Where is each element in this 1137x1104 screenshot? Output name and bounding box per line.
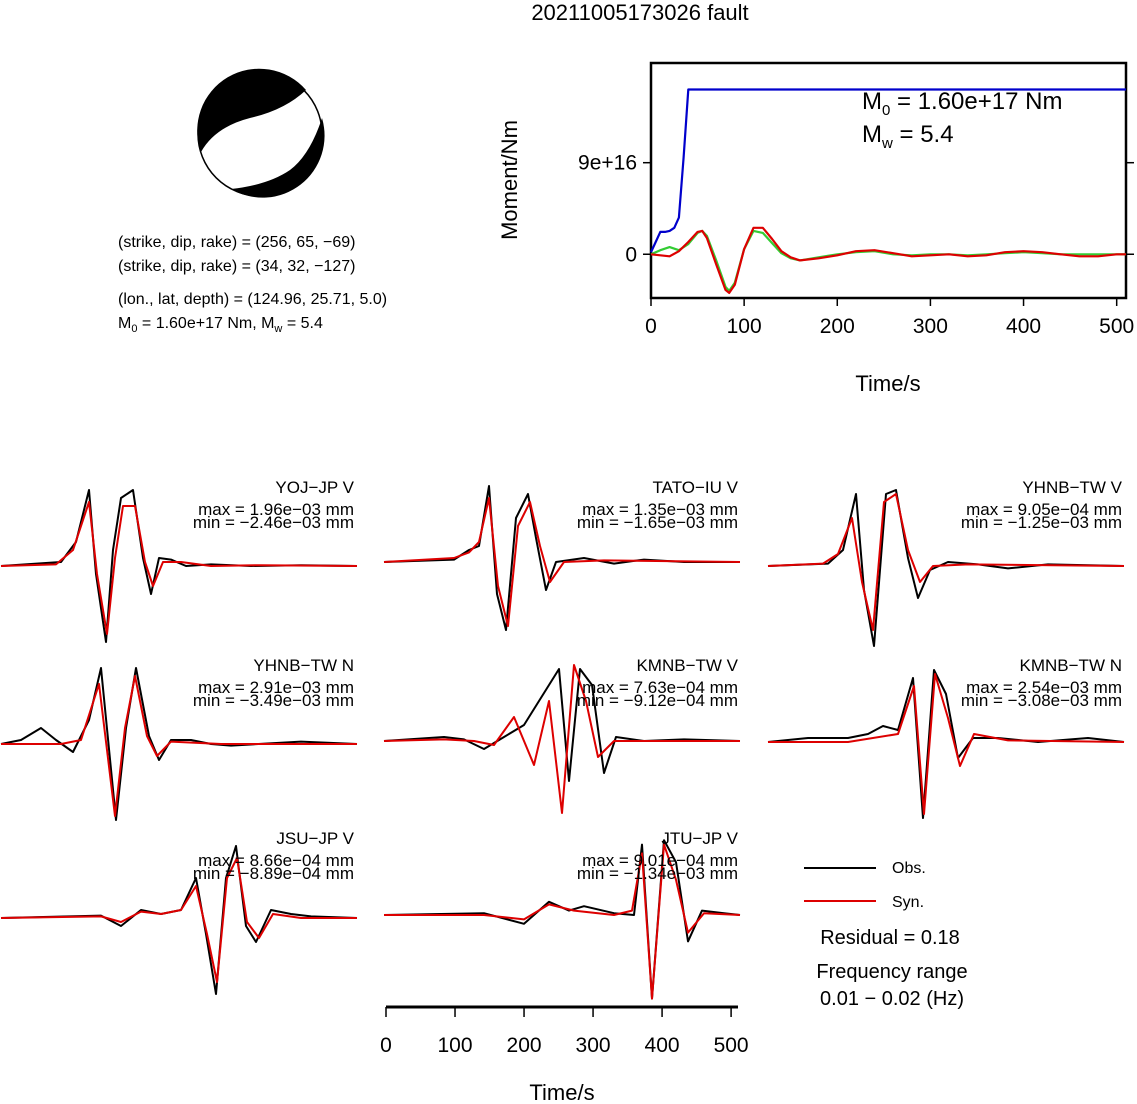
observed-waveform (383, 668, 741, 782)
station-label: KMNB−TW V (636, 656, 738, 675)
station-min: min = −1.25e−03 mm (961, 513, 1122, 532)
focal-mechanism-beachball (197, 68, 325, 198)
station-min: min = −1.65e−03 mm (577, 513, 738, 532)
station-min: min = −3.08e−03 mm (961, 691, 1122, 710)
nodal-plane-1: (strike, dip, rake) = (256, 65, −69) (118, 234, 355, 251)
moment-series-cumulative (650, 88, 1126, 253)
moment-m0-annotation: M0 = 1.60e+17 Nm (862, 88, 1062, 119)
moment-x-tick-label-0: 0 (645, 315, 657, 338)
moment-plot-area (650, 88, 1126, 294)
moment-axes: 0 100 200 300 400 500 0 9e+16 (578, 152, 1134, 338)
moment-x-tick-label-200: 200 (820, 315, 855, 338)
synthetic-waveform (768, 673, 1125, 815)
station-min: min = −1.34e−03 mm (577, 864, 738, 883)
station-max: max = 1.96e−03 mm (198, 500, 354, 519)
station-min: min = −9.12e−04 mm (577, 691, 738, 710)
synthetic-waveform (0, 857, 357, 983)
moment-x-axis-label: Time/s (855, 371, 920, 396)
synthetic-waveform (0, 501, 358, 635)
station-label: YOJ−JP V (275, 478, 354, 497)
station-label: TATO−IU V (653, 478, 739, 497)
page-title: 20211005173026 fault (531, 0, 748, 25)
moment-y-tick-label-1: 9e+16 (578, 152, 637, 175)
moment-y-axis-label: Moment/Nm (497, 120, 522, 240)
station-max: max = 2.91e−03 mm (198, 678, 354, 697)
synthetic-waveform (767, 493, 1125, 631)
moment-mw-annotation: Mw = 5.4 (862, 121, 954, 152)
station-max: max = 9.01e−04 mm (582, 851, 738, 870)
station-max: max = 7.63e−04 mm (582, 678, 738, 697)
observed-waveform (383, 485, 740, 631)
waveform-x-tick-label-500: 500 (714, 1034, 749, 1057)
legend-synthetic-label: Syn. (892, 894, 924, 911)
station-max: max = 2.54e−03 mm (966, 678, 1122, 697)
moment-x-tick-label-100: 100 (727, 315, 762, 338)
station-label: KMNB−TW N (1020, 656, 1122, 675)
waveform-x-tick-label-0: 0 (380, 1034, 392, 1057)
station-min: min = −3.49e−03 mm (193, 691, 354, 710)
synthetic-waveform (384, 843, 741, 1000)
synthetic-waveform (383, 497, 741, 627)
station-max: max = 1.35e−03 mm (582, 500, 738, 519)
source-parameters: (strike, dip, rake) = (256, 65, −69) (st… (118, 234, 387, 335)
moment-x-tick-label-400: 400 (1006, 315, 1041, 338)
waveform-x-tick-label-200: 200 (507, 1034, 542, 1057)
hypocenter-location: (lon., lat, depth) = (124.96, 25.71, 5.0… (118, 291, 387, 308)
moment-magnitude-line: M0 = 1.60e+17 Nm, Mw = 5.4 (118, 315, 323, 335)
moment-x-tick-label-500: 500 (1099, 315, 1134, 338)
waveform-legend: Obs. Syn. (804, 860, 926, 911)
station-min: min = −8.89e−04 mm (193, 864, 354, 883)
synthetic-waveform (383, 664, 740, 814)
frequency-range-label: Frequency range (816, 961, 967, 983)
nodal-plane-2: (strike, dip, rake) = (34, 32, −127) (118, 258, 355, 275)
station-label: JSU−JP V (276, 829, 354, 848)
station-min: min = −2.46e−03 mm (193, 513, 354, 532)
waveform-x-axis-label: Time/s (529, 1080, 594, 1104)
waveform-x-tick-label-400: 400 (645, 1034, 680, 1057)
frequency-range-value: 0.01 − 0.02 (Hz) (820, 988, 964, 1010)
beachball-compressional-quadrant-upper (197, 68, 306, 152)
station-label: YHNB−TW V (1022, 478, 1122, 497)
beachball-compressional-quadrant-lower (231, 118, 325, 198)
station-label: YHNB−TW N (253, 656, 354, 675)
moment-x-tick-label-300: 300 (913, 315, 948, 338)
station-max: max = 8.66e−04 mm (198, 851, 354, 870)
waveform-time-axis: 0 100 200 300 400 500 (380, 1005, 749, 1057)
synthetic-waveform (1, 675, 357, 817)
waveform-x-tick-label-300: 300 (576, 1034, 611, 1057)
legend-observed-label: Obs. (892, 860, 926, 877)
station-label: JTU−JP V (661, 829, 738, 848)
waveform-x-tick-label-100: 100 (437, 1034, 472, 1057)
moment-y-tick-label-0: 0 (625, 243, 637, 266)
moment-plot-frame (649, 61, 1128, 300)
moment-series-rate-synthetic (650, 226, 1126, 294)
station-max: max = 9.05e−04 mm (966, 500, 1122, 519)
residual-text: Residual = 0.18 (820, 927, 960, 949)
